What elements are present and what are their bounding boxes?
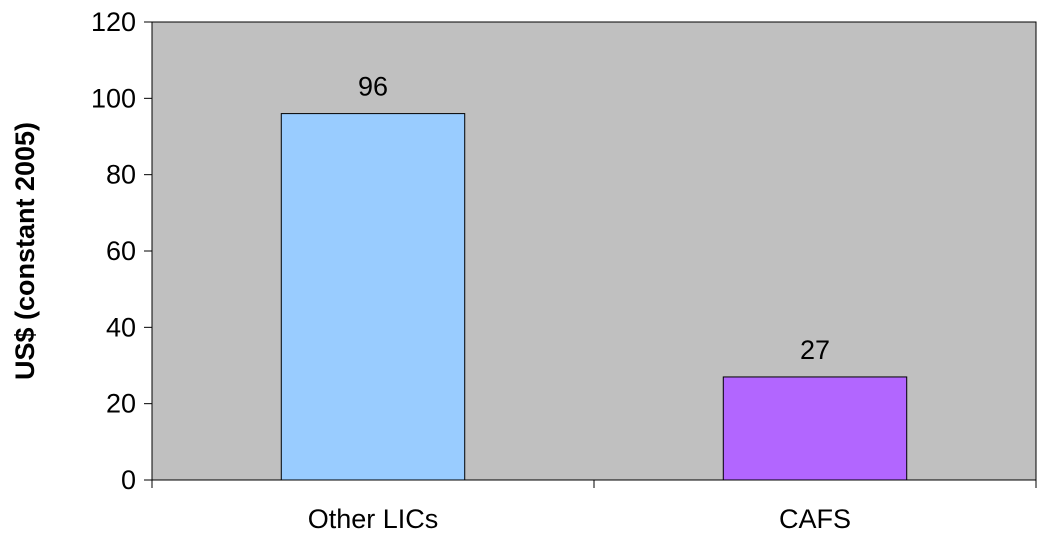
data-label: 96 — [358, 72, 388, 102]
y-tick-label: 60 — [106, 236, 136, 266]
data-label: 27 — [800, 335, 830, 365]
y-tick-label: 40 — [106, 312, 136, 342]
y-tick-label: 20 — [106, 389, 136, 419]
y-tick-label: 0 — [121, 465, 136, 495]
x-category-label: Other LICs — [308, 504, 439, 534]
bar-other-lics — [280, 113, 466, 481]
y-axis-title: US$ (constant 2005) — [10, 122, 40, 380]
y-tick-label: 100 — [91, 83, 136, 113]
y-tick-label: 120 — [91, 7, 136, 37]
y-tick-label: 80 — [106, 160, 136, 190]
x-category-label: CAFS — [779, 504, 851, 534]
bar-cafs — [722, 376, 908, 481]
